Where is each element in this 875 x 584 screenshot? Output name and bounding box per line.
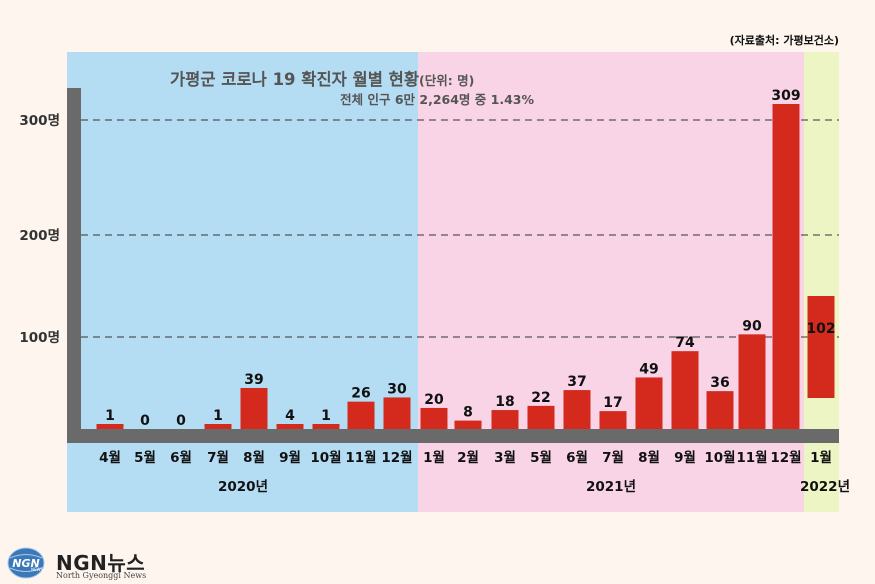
x-tick-label: 7월 [207,449,229,466]
bar [240,387,268,429]
bar [420,407,448,429]
group-label: 2021년 [586,479,636,495]
globe-logo-icon: NGN NEWS [7,547,45,579]
data-label: 39 [244,372,263,388]
data-label: 90 [742,318,762,334]
data-label: 20 [424,392,444,408]
bar [276,424,304,429]
data-label: 17 [603,395,622,411]
bar [312,424,340,429]
bar [204,424,232,429]
x-tick-label: 1월 [423,449,445,466]
data-label: 74 [675,335,695,351]
x-tick-label: 11월 [736,449,767,466]
logo-name: NGN뉴스 [56,551,146,575]
bar [599,411,627,429]
x-tick-label: 9월 [674,449,696,466]
data-label: 37 [567,374,586,390]
x-tick-label: 1월 [810,449,832,466]
bar [671,351,699,429]
bar [491,410,519,429]
logo-mark-small: NEWS [31,567,43,572]
bar [635,377,663,429]
data-label: 0 [140,413,150,429]
bar [807,296,835,398]
data-label: 1 [321,408,331,424]
y-tick-label: 300명 [19,112,60,129]
bar [383,397,411,429]
chart-title-main: 가평군 코로나 19 확진자 월별 현황 [170,70,419,89]
x-tick-label: 7월 [602,449,624,466]
logo-subtitle: North Gyeonggi News [56,571,147,580]
source-note: (자료출처: 가평보건소) [729,34,839,47]
x-tick-label: 4월 [99,449,121,466]
data-label: 0 [176,413,186,429]
bar [527,405,555,429]
data-label: 49 [639,361,658,377]
x-tick-label: 5월 [134,449,156,466]
bar [772,104,800,429]
data-label: 4 [285,408,295,424]
group-label: 2020년 [218,479,268,495]
bar [96,424,124,429]
data-label: 18 [495,394,514,410]
x-tick-label: 5월 [530,449,552,466]
x-tick-label: 11월 [345,449,376,466]
group-label: 2022년 [800,479,850,495]
ngn-logo: NGN NEWS NGN뉴스 North Gyeonggi News [6,546,176,582]
x-tick-label: 10월 [310,449,341,466]
x-tick-label: 8월 [638,449,660,466]
chart-title-unit: (단위: 명) [419,73,474,88]
y-axis-bar [67,88,81,443]
data-label: 102 [806,321,835,337]
bar [454,420,482,429]
y-tick-label: 100명 [19,329,60,346]
x-axis-bar [67,429,839,443]
x-tick-label: 2월 [457,449,479,466]
data-label: 36 [710,375,729,391]
y-tick-label: 200명 [19,227,60,244]
x-tick-label: 6월 [566,449,588,466]
data-label: 26 [351,386,370,402]
chart-title: 가평군 코로나 19 확진자 월별 현황(단위: 명) [170,70,474,89]
data-label: 1 [213,408,223,424]
logo-mark: NGN [12,557,39,570]
data-label: 22 [531,390,550,406]
data-label: 1 [105,408,115,424]
data-label: 30 [387,381,407,397]
x-tick-label: 8월 [243,449,265,466]
x-tick-label: 12월 [381,449,412,466]
data-label: 309 [771,88,800,104]
x-tick-label: 9월 [279,449,301,466]
x-tick-label: 3월 [494,449,516,466]
bar [563,390,591,429]
x-tick-label: 6월 [170,449,192,466]
bar [738,334,766,429]
bar [347,401,375,429]
bar [706,391,734,429]
x-tick-label: 10월 [704,449,735,466]
x-tick-label: 12월 [770,449,801,466]
chart-subtitle: 전체 인구 6만 2,264명 중 1.43% [340,92,534,107]
data-label: 8 [463,405,473,421]
